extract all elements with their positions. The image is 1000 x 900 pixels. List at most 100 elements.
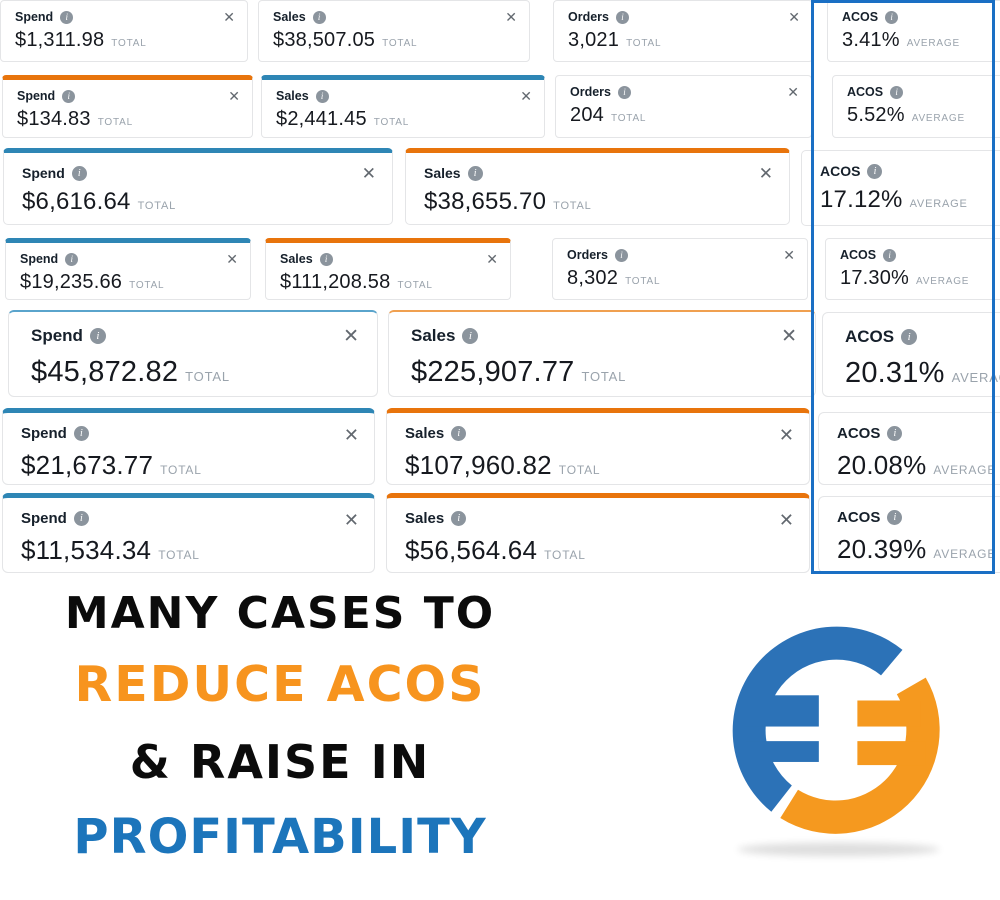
info-icon[interactable]: i	[890, 85, 904, 99]
metric-value: 20.39%	[837, 534, 927, 564]
sales-card: Sales i ✕ $38,507.05 TOTAL	[258, 0, 530, 62]
metric-suffix: TOTAL	[137, 200, 177, 212]
acos-card: ACOS i 3.41% AVERAGE	[827, 0, 1000, 62]
info-icon[interactable]: i	[315, 89, 329, 103]
info-icon[interactable]: i	[89, 328, 106, 344]
close-icon[interactable]: ✕	[343, 510, 359, 530]
info-icon[interactable]: i	[887, 510, 903, 525]
metric-value: 17.12%	[820, 186, 903, 213]
metric-value: $19,235.66	[20, 271, 123, 293]
close-icon[interactable]: ✕	[778, 425, 794, 445]
acos-card: ACOS i 20.39% AVERAGE	[818, 496, 1000, 573]
metric-label: Sales	[273, 10, 306, 24]
metric-label: Orders	[570, 85, 611, 99]
info-icon[interactable]: i	[887, 426, 903, 441]
metric-suffix: TOTAL	[626, 38, 662, 49]
info-icon[interactable]: i	[71, 165, 87, 181]
metric-suffix: AVERAGE	[933, 463, 997, 477]
close-icon[interactable]: ✕	[778, 510, 794, 530]
close-icon[interactable]: ✕	[520, 88, 532, 104]
metric-value: 17.30%	[840, 267, 910, 289]
metric-label: ACOS	[845, 327, 895, 346]
info-icon[interactable]: i	[62, 89, 76, 103]
metric-value: 8,302	[567, 267, 619, 289]
info-icon[interactable]: i	[885, 10, 899, 24]
headline: MANY CASES TO REDUCE ACOS & RAISE IN PRO…	[25, 592, 535, 862]
metric-value: 20.31%	[845, 357, 945, 389]
info-icon[interactable]: i	[60, 10, 74, 24]
acos-card: ACOS i 17.12% AVERAGE	[801, 150, 1000, 226]
info-icon[interactable]: i	[462, 328, 479, 344]
metric-label: Sales	[405, 425, 445, 442]
close-icon[interactable]: ✕	[226, 251, 238, 267]
close-icon[interactable]: ✕	[787, 84, 799, 100]
sales-card: Sales i ✕ $56,564.64 TOTAL	[386, 493, 810, 573]
metric-label: Spend	[21, 510, 67, 527]
metric-value: 20.08%	[837, 450, 927, 480]
metric-label: Orders	[567, 248, 608, 262]
metric-suffix: TOTAL	[129, 280, 165, 291]
metric-label: ACOS	[847, 85, 884, 99]
info-icon[interactable]: i	[618, 85, 631, 99]
info-icon[interactable]: i	[883, 248, 897, 262]
close-icon[interactable]: ✕	[486, 251, 498, 267]
info-icon[interactable]: i	[451, 426, 467, 441]
metric-value: $111,208.58	[280, 271, 391, 293]
metric-value: $2,441.45	[276, 108, 367, 130]
metric-value: $6,616.64	[22, 188, 131, 215]
metric-label: Sales	[411, 326, 456, 345]
metric-suffix: TOTAL	[111, 38, 147, 49]
sales-card: Sales i ✕ $225,907.77 TOTAL	[388, 310, 816, 397]
close-icon[interactable]: ✕	[223, 9, 235, 25]
metric-label: Spend	[31, 326, 83, 345]
metric-value: 3.41%	[842, 29, 900, 51]
metric-suffix: TOTAL	[382, 38, 418, 49]
close-icon[interactable]: ✕	[343, 425, 359, 445]
info-icon[interactable]: i	[867, 163, 883, 179]
metric-value: 204	[570, 104, 604, 126]
metric-value: $45,872.82	[31, 356, 179, 388]
close-icon[interactable]: ✕	[361, 164, 376, 183]
metric-value: $1,311.98	[15, 29, 105, 51]
close-icon[interactable]: ✕	[788, 9, 800, 25]
info-icon[interactable]: i	[319, 252, 333, 266]
metric-label: ACOS	[837, 425, 881, 442]
info-icon[interactable]: i	[451, 511, 467, 526]
acos-card: ACOS i 20.08% AVERAGE	[818, 412, 1000, 485]
metric-value: $38,655.70	[424, 188, 547, 215]
metric-value: $134.83	[17, 108, 91, 130]
close-icon[interactable]: ✕	[781, 326, 797, 347]
close-icon[interactable]: ✕	[505, 9, 517, 25]
close-icon[interactable]: ✕	[343, 326, 359, 347]
close-icon[interactable]: ✕	[783, 247, 795, 263]
orders-card: Orders i ✕ 204 TOTAL	[555, 75, 812, 138]
close-icon[interactable]: ✕	[758, 164, 773, 183]
info-icon[interactable]: i	[73, 511, 89, 526]
metric-label: ACOS	[837, 509, 881, 526]
metric-value: 3,021	[568, 29, 620, 51]
orders-card: Orders i ✕ 8,302 TOTAL	[552, 238, 808, 300]
info-icon[interactable]: i	[65, 252, 79, 266]
metric-suffix: TOTAL	[610, 113, 647, 124]
info-icon[interactable]: i	[615, 248, 628, 262]
metric-label: ACOS	[820, 163, 861, 179]
metric-value: $11,534.34	[21, 535, 152, 565]
info-icon[interactable]: i	[467, 165, 483, 181]
info-icon[interactable]: i	[901, 329, 918, 345]
metric-label: ACOS	[842, 10, 879, 24]
metric-suffix: TOTAL	[97, 117, 134, 128]
info-icon[interactable]: i	[73, 426, 89, 441]
info-icon[interactable]: i	[616, 10, 629, 24]
close-icon[interactable]: ✕	[228, 88, 240, 104]
metric-suffix: TOTAL	[185, 369, 230, 384]
metric-suffix: AVERAGE	[933, 547, 997, 561]
metric-label: Sales	[424, 165, 461, 181]
headline-line-2: REDUCE ACOS	[74, 656, 486, 713]
metric-label: Spend	[20, 252, 59, 266]
metric-value: $107,960.82	[405, 450, 552, 480]
info-icon[interactable]: i	[312, 10, 326, 24]
metric-suffix: TOTAL	[581, 369, 627, 384]
metric-label: Sales	[276, 89, 309, 103]
metric-label: Sales	[405, 510, 445, 527]
